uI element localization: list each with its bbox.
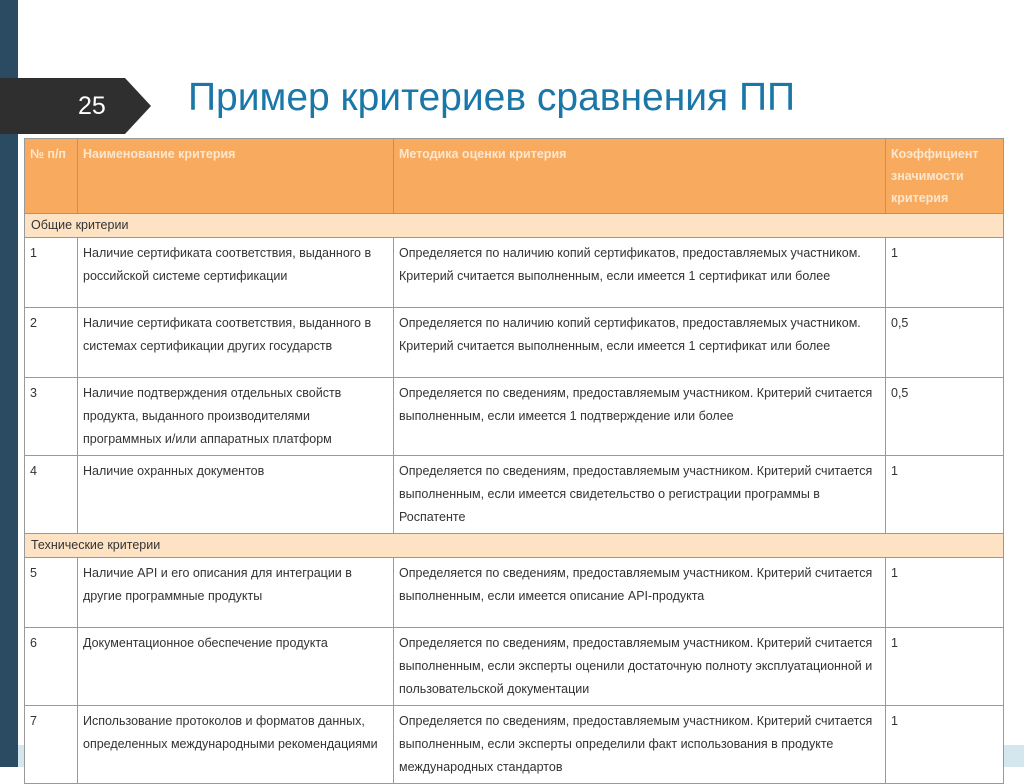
slide-number-badge: 25 bbox=[0, 78, 151, 134]
cell-method: Определяется по сведениям, предоставляем… bbox=[393, 455, 886, 534]
group-row: Общие критерии bbox=[24, 213, 1004, 238]
cell-coef: 1 bbox=[885, 237, 1004, 308]
table-row: 7 Использование протоколов и форматов да… bbox=[24, 705, 1004, 784]
cell-name: Использование протоколов и форматов данн… bbox=[77, 705, 394, 784]
cell-method: Определяется по сведениям, предоставляем… bbox=[393, 627, 886, 706]
cell-method: Определяется по сведениям, предоставляем… bbox=[393, 377, 886, 456]
slide-number: 25 bbox=[78, 92, 106, 120]
table-row: 3 Наличие подтверждения отдельных свойст… bbox=[24, 377, 1004, 456]
cell-num: 2 bbox=[24, 307, 78, 378]
left-decor-bar bbox=[0, 0, 18, 767]
table-row: 5 Наличие API и его описания для интегра… bbox=[24, 557, 1004, 628]
cell-coef: 1 bbox=[885, 455, 1004, 534]
cell-num: 6 bbox=[24, 627, 78, 706]
criteria-table: № п/п Наименование критерия Методика оце… bbox=[24, 138, 1004, 784]
cell-method: Определяется по наличию копий сертификат… bbox=[393, 307, 886, 378]
cell-num: 1 bbox=[24, 237, 78, 308]
cell-num: 7 bbox=[24, 705, 78, 784]
header-num: № п/п bbox=[24, 138, 78, 214]
cell-coef: 1 bbox=[885, 627, 1004, 706]
header-method: Методика оценки критерия bbox=[393, 138, 886, 214]
cell-name: Наличие охранных документов bbox=[77, 455, 394, 534]
table-row: 4 Наличие охранных документов Определяет… bbox=[24, 455, 1004, 534]
cell-num: 3 bbox=[24, 377, 78, 456]
cell-coef: 1 bbox=[885, 557, 1004, 628]
cell-num: 5 bbox=[24, 557, 78, 628]
table-row: 1 Наличие сертификата соответствия, выда… bbox=[24, 237, 1004, 308]
cell-coef: 1 bbox=[885, 705, 1004, 784]
cell-coef: 0,5 bbox=[885, 377, 1004, 456]
cell-name: Документационное обеспечение продукта bbox=[77, 627, 394, 706]
cell-num: 4 bbox=[24, 455, 78, 534]
slide-title: Пример критериев сравнения ПП bbox=[188, 76, 796, 119]
cell-method: Определяется по сведениям, предоставляем… bbox=[393, 705, 886, 784]
cell-name: Наличие API и его описания для интеграци… bbox=[77, 557, 394, 628]
cell-name: Наличие сертификата соответствия, выданн… bbox=[77, 237, 394, 308]
header-name: Наименование критерия bbox=[77, 138, 394, 214]
table-row: 2 Наличие сертификата соответствия, выда… bbox=[24, 307, 1004, 378]
group-label: Технические критерии bbox=[24, 533, 1004, 558]
table-header-row: № п/п Наименование критерия Методика оце… bbox=[24, 138, 1004, 214]
table-row: 6 Документационное обеспечение продукта … bbox=[24, 627, 1004, 706]
group-row: Технические критерии bbox=[24, 533, 1004, 558]
cell-coef: 0,5 bbox=[885, 307, 1004, 378]
header-coef: Коэффициент значимости критерия bbox=[885, 138, 1004, 214]
cell-method: Определяется по наличию копий сертификат… bbox=[393, 237, 886, 308]
cell-method: Определяется по сведениям, предоставляем… bbox=[393, 557, 886, 628]
cell-name: Наличие подтверждения отдельных свойств … bbox=[77, 377, 394, 456]
cell-name: Наличие сертификата соответствия, выданн… bbox=[77, 307, 394, 378]
group-label: Общие критерии bbox=[24, 213, 1004, 238]
